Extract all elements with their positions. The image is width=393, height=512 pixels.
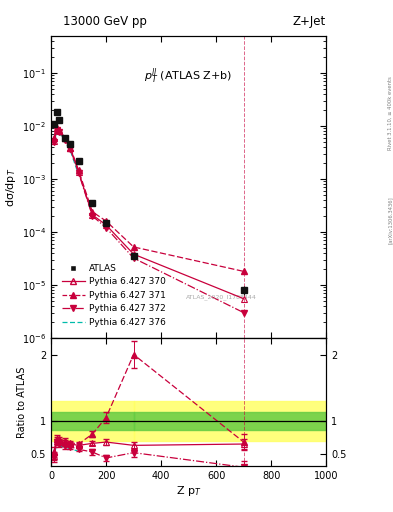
Y-axis label: dσ/dp$_T$: dσ/dp$_T$ (4, 167, 18, 206)
Text: 13000 GeV pp: 13000 GeV pp (63, 15, 147, 28)
Legend: ATLAS, Pythia 6.427 370, Pythia 6.427 371, Pythia 6.427 372, Pythia 6.427 376: ATLAS, Pythia 6.427 370, Pythia 6.427 37… (58, 260, 169, 330)
Text: ATLAS_2020_I1788444: ATLAS_2020_I1788444 (186, 294, 257, 301)
Text: Z+Jet: Z+Jet (293, 15, 326, 28)
Text: $p_T^{ll}$ (ATLAS Z+b): $p_T^{ll}$ (ATLAS Z+b) (145, 66, 233, 86)
Text: Rivet 3.1.10, ≥ 400k events: Rivet 3.1.10, ≥ 400k events (387, 76, 392, 150)
X-axis label: Z p$_T$: Z p$_T$ (176, 483, 202, 498)
Y-axis label: Ratio to ATLAS: Ratio to ATLAS (17, 366, 27, 438)
Text: [arXiv:1306.3436]: [arXiv:1306.3436] (387, 196, 392, 244)
